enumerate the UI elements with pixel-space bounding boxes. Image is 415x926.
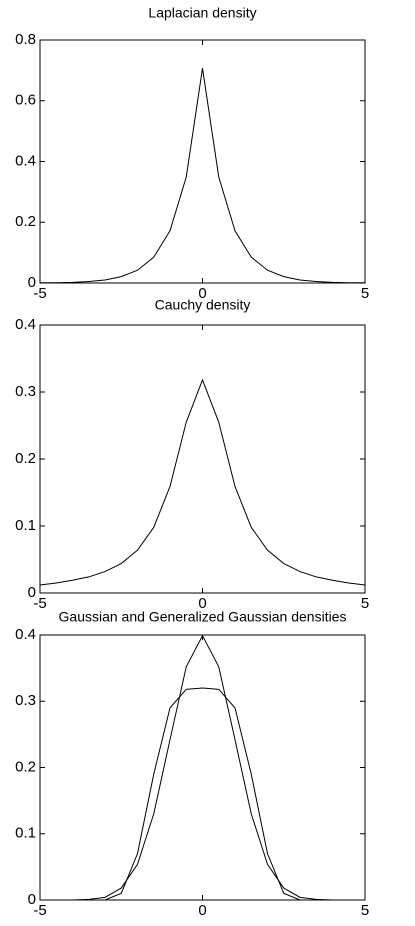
y-tick-label: 0.2 xyxy=(15,758,36,775)
x-tick-label: 0 xyxy=(198,595,206,612)
density-line xyxy=(40,687,365,901)
axes-box xyxy=(39,634,366,901)
y-tick-label: 0.3 xyxy=(15,692,36,709)
y-tick-label: 0 xyxy=(28,584,36,601)
y-tick-label: 0.4 xyxy=(15,152,36,169)
chart-title: Gaussian and Generalized Gaussian densit… xyxy=(59,609,347,625)
y-tick-label: 0.4 xyxy=(15,316,36,333)
x-tick-label: 5 xyxy=(361,902,369,919)
density-line xyxy=(40,634,365,901)
axes-box xyxy=(39,39,366,284)
y-tick-label: 0.6 xyxy=(15,92,36,109)
x-tick-label: -5 xyxy=(33,595,46,612)
density-line xyxy=(39,378,366,586)
axes-box xyxy=(39,324,366,594)
density-line xyxy=(40,68,365,284)
y-tick-label: 0.1 xyxy=(15,517,36,534)
chart-title: Laplacian density xyxy=(148,5,256,21)
y-tick-label: 0.2 xyxy=(15,213,36,230)
y-tick-label: 0 xyxy=(28,274,36,291)
y-tick-label: 0.3 xyxy=(15,383,36,400)
x-tick-label: 0 xyxy=(198,285,206,302)
x-tick-label: 5 xyxy=(361,595,369,612)
y-tick-label: 0.1 xyxy=(15,825,36,842)
y-tick-label: 0.8 xyxy=(15,31,36,48)
x-tick-label: 0 xyxy=(198,902,206,919)
y-tick-label: 0 xyxy=(28,891,36,908)
y-tick-label: 0.4 xyxy=(15,626,36,643)
y-tick-label: 0.2 xyxy=(15,450,36,467)
x-tick-label: -5 xyxy=(33,285,46,302)
x-tick-label: -5 xyxy=(33,902,46,919)
x-tick-label: 5 xyxy=(361,285,369,302)
chart-title: Cauchy density xyxy=(155,297,251,313)
